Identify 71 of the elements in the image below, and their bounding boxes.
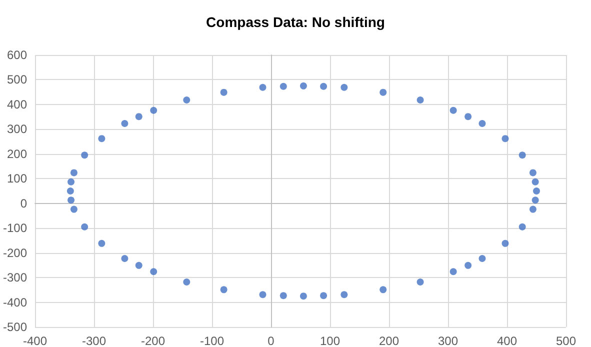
point [280,82,287,90]
point [150,268,158,276]
point [518,152,526,159]
point [98,135,106,142]
point [68,196,75,204]
point [478,120,486,127]
point [183,278,190,286]
point [135,262,142,269]
point [502,135,509,142]
point [464,113,472,120]
point [68,178,75,186]
point [70,206,78,213]
x-tick-label: -200 [141,334,166,347]
point [529,206,536,213]
point [280,292,287,300]
point [70,169,78,176]
point [220,88,228,96]
point [340,291,348,298]
x-tick-label: 300 [438,334,458,347]
point [416,96,424,104]
point [450,106,457,114]
y-tick-label: 500 [6,72,28,87]
point [380,88,387,96]
y-tick-label: -400 [2,295,28,310]
x-tick-label: 0 [268,334,275,347]
y-tick-label: 200 [6,146,28,161]
point [98,240,106,247]
point [529,169,536,176]
point [380,286,387,294]
y-tick-label: -200 [2,246,28,260]
point [502,240,509,247]
point [300,292,307,300]
y-tick-label: 400 [6,97,28,112]
point [518,223,526,230]
point [532,196,539,204]
y-tick-label: -100 [2,221,28,236]
y-tick-label: 100 [6,172,28,186]
point [135,113,142,120]
point [450,268,457,276]
y-tick-label: 0 [20,196,28,210]
point [340,84,348,91]
x-tick-label: 200 [378,334,400,347]
point [259,291,266,298]
point [81,152,88,159]
point [66,188,74,194]
x-tick-label: -300 [82,334,106,347]
point [183,96,190,104]
x-tick-label: -400 [23,334,48,347]
point [300,82,307,90]
point [121,255,128,262]
x-tick-label: -100 [200,334,224,347]
point [259,84,266,91]
x-tick-label: 400 [496,334,518,347]
x-tick-label: 500 [556,334,576,347]
point [320,82,328,90]
point [532,178,539,186]
point [150,106,158,114]
point [81,223,88,230]
y-tick-label: -500 [2,320,28,334]
point [416,278,424,286]
point [220,286,228,294]
point [464,262,472,269]
point [320,292,328,300]
y-tick-label: 600 [6,48,28,62]
x-tick-label: 100 [320,334,340,347]
y-tick-label: -300 [2,270,28,285]
point [478,255,486,262]
point [533,188,540,194]
point [121,120,128,127]
chart-title: Compass Data: No shifting [206,14,385,30]
y-tick-label: 300 [6,122,28,136]
